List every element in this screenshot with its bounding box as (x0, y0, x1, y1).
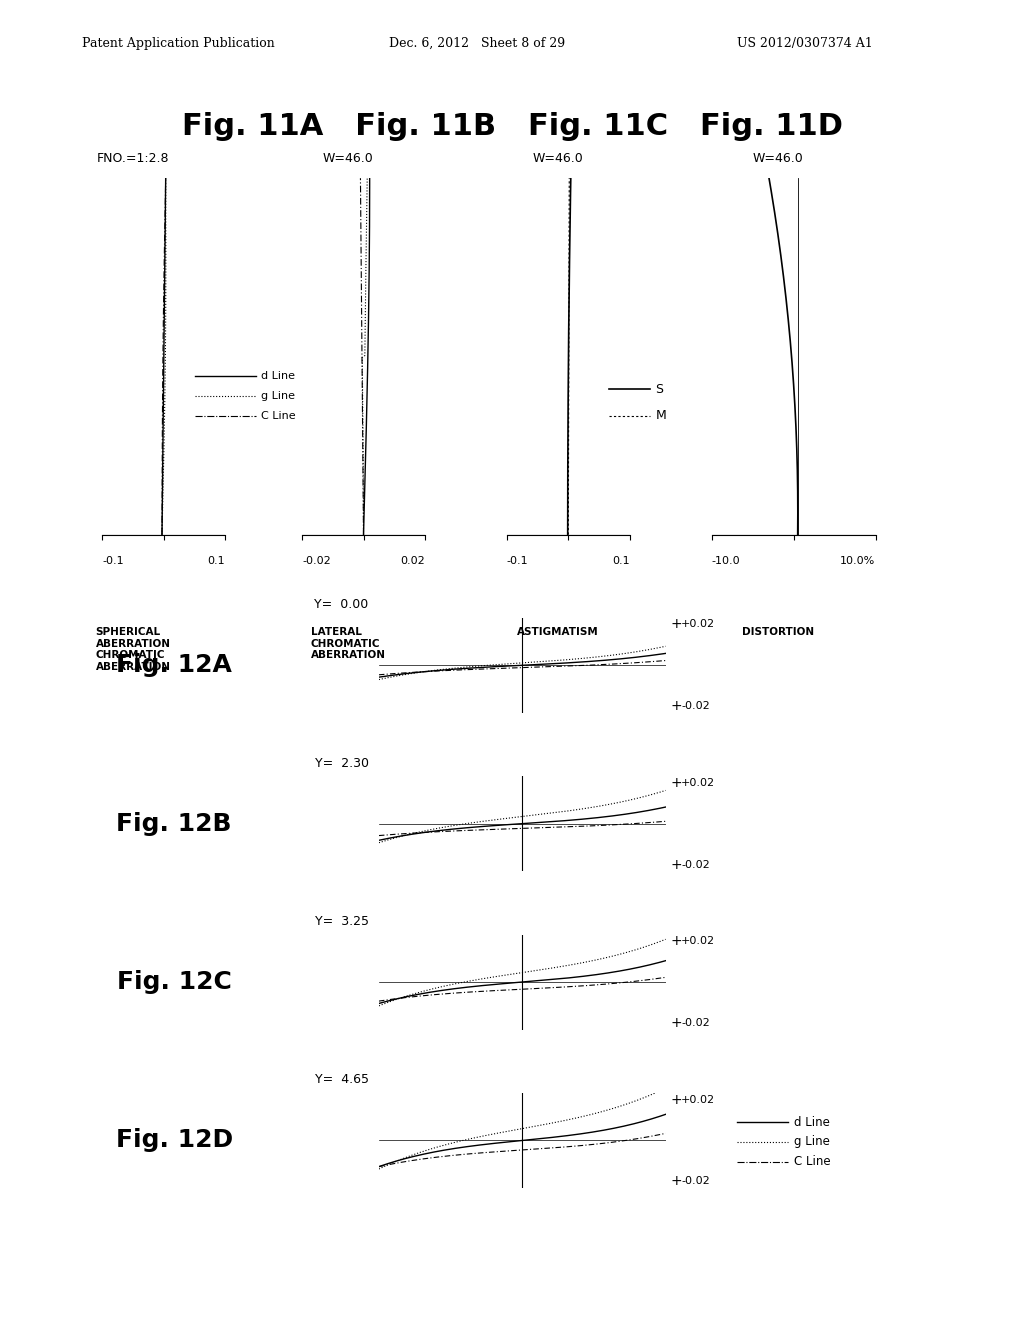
Text: Fig. 12B: Fig. 12B (117, 812, 231, 836)
Text: Y=  4.65: Y= 4.65 (314, 1073, 369, 1086)
Text: FNO.=1:2.8: FNO.=1:2.8 (97, 152, 169, 165)
Text: +: + (671, 935, 682, 948)
Text: Y=  3.25: Y= 3.25 (314, 915, 369, 928)
Text: d Line: d Line (794, 1115, 829, 1129)
Text: Fig. 12D: Fig. 12D (116, 1129, 232, 1152)
Text: Fig. 12A: Fig. 12A (116, 653, 232, 677)
Text: 10.0%: 10.0% (841, 556, 876, 566)
Text: +0.02: +0.02 (681, 777, 715, 788)
Text: DISTORTION: DISTORTION (742, 627, 814, 638)
Text: W=46.0: W=46.0 (323, 152, 374, 165)
Text: SPHERICAL
ABERRATION
CHROMATIC
ABERRATION: SPHERICAL ABERRATION CHROMATIC ABERRATIO… (95, 627, 171, 672)
Text: S: S (655, 383, 664, 396)
Text: g Line: g Line (261, 391, 295, 401)
Text: 0.02: 0.02 (400, 556, 425, 566)
Text: W=46.0: W=46.0 (753, 152, 804, 165)
Text: -0.1: -0.1 (507, 556, 528, 566)
Text: Dec. 6, 2012   Sheet 8 of 29: Dec. 6, 2012 Sheet 8 of 29 (389, 37, 565, 50)
Text: +: + (671, 618, 682, 631)
Text: -0.02: -0.02 (302, 556, 331, 566)
Text: -0.02: -0.02 (681, 1018, 710, 1028)
Text: +: + (671, 1016, 682, 1030)
Text: -0.1: -0.1 (102, 556, 124, 566)
Text: d Line: d Line (261, 371, 295, 381)
Text: +: + (671, 1175, 682, 1188)
Text: C Line: C Line (261, 411, 296, 421)
Text: +: + (671, 1093, 682, 1106)
Text: Y=  0.00: Y= 0.00 (314, 598, 369, 611)
Text: +: + (671, 700, 682, 713)
Text: -0.02: -0.02 (681, 859, 710, 870)
Text: -10.0: -10.0 (712, 556, 740, 566)
Text: 0.1: 0.1 (612, 556, 630, 566)
Text: ASTIGMATISM: ASTIGMATISM (517, 627, 599, 638)
Text: +0.02: +0.02 (681, 619, 715, 630)
Text: +0.02: +0.02 (681, 1094, 715, 1105)
Text: LATERAL
CHROMATIC
ABERRATION: LATERAL CHROMATIC ABERRATION (310, 627, 386, 660)
Text: -0.02: -0.02 (681, 701, 710, 711)
Text: Patent Application Publication: Patent Application Publication (82, 37, 274, 50)
Text: +: + (671, 858, 682, 871)
Text: M: M (655, 409, 666, 422)
Text: Fig. 12C: Fig. 12C (117, 970, 231, 994)
Text: g Line: g Line (794, 1135, 829, 1148)
Text: US 2012/0307374 A1: US 2012/0307374 A1 (737, 37, 873, 50)
Text: +: + (671, 776, 682, 789)
Text: 0.1: 0.1 (208, 556, 225, 566)
Text: -0.02: -0.02 (681, 1176, 710, 1187)
Text: +0.02: +0.02 (681, 936, 715, 946)
Text: Y=  2.30: Y= 2.30 (314, 756, 369, 770)
Text: W=46.0: W=46.0 (532, 152, 584, 165)
Text: Fig. 11A   Fig. 11B   Fig. 11C   Fig. 11D: Fig. 11A Fig. 11B Fig. 11C Fig. 11D (181, 112, 843, 141)
Text: C Line: C Line (794, 1155, 830, 1168)
